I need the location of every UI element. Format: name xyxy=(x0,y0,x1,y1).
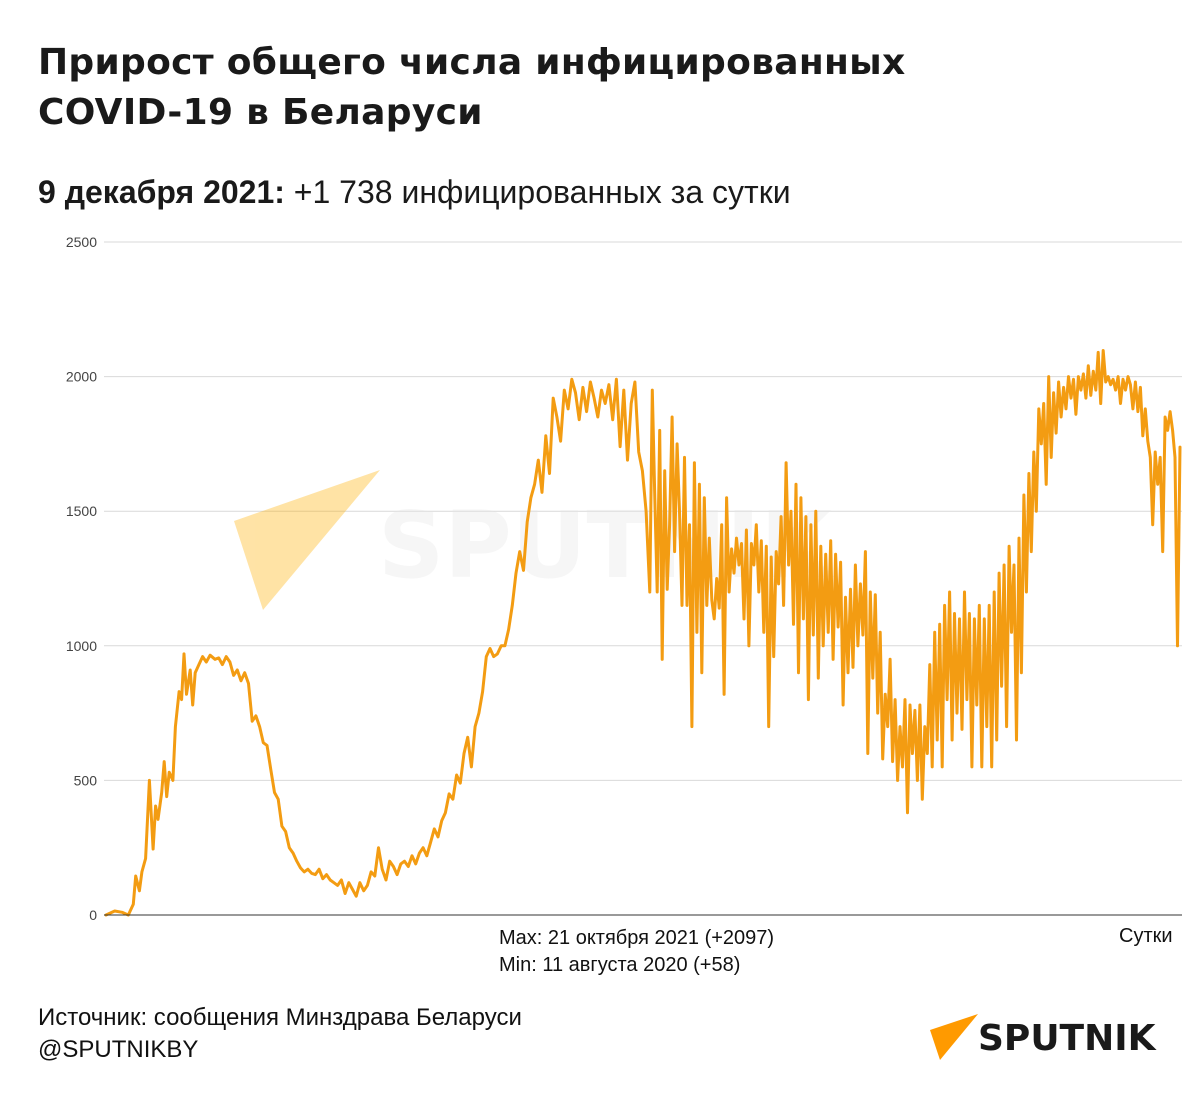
series-line xyxy=(104,349,1182,917)
title-line-2: COVID-19 в Беларуси xyxy=(38,92,483,133)
subtitle-value: +1 738 инфицированных за сутки xyxy=(284,174,791,210)
min-note: Min: 11 августа 2020 (+58) xyxy=(499,954,741,976)
chart-title: Прирост общего числа инфицированных COVI… xyxy=(38,38,1038,138)
handle-text: @SPUTNIKBY xyxy=(38,1036,199,1063)
max-note: Max: 21 октября 2021 (+2097) xyxy=(499,927,775,949)
sputnik-logo-icon xyxy=(930,1014,978,1060)
y-tick-label: 1500 xyxy=(66,503,97,519)
y-tick-label: 2000 xyxy=(66,369,97,385)
sputnik-logo: SPUTNIK xyxy=(930,1014,1157,1060)
watermark-logo-icon xyxy=(234,470,380,610)
extremes-notes: Max: 21 октября 2021 (+2097) Min: 11 авг… xyxy=(499,925,774,979)
y-tick-label: 1000 xyxy=(66,638,97,654)
x-axis-label: Сутки xyxy=(1119,925,1173,947)
y-tick-labels: 0 500 1000 1500 2000 2500 xyxy=(66,234,97,923)
logo-text: SPUTNIK xyxy=(978,1018,1157,1059)
source-text: Источник: сообщения Минздрава Беларуси xyxy=(38,1004,522,1031)
y-tick-label: 2500 xyxy=(66,234,97,250)
title-line-1: Прирост общего числа инфицированных xyxy=(38,42,906,83)
footer: Источник: сообщения Минздрава Беларуси @… xyxy=(38,1002,522,1066)
y-tick-label: 500 xyxy=(74,772,98,788)
y-tick-label: 0 xyxy=(89,907,97,923)
subtitle: 9 декабря 2021: +1 738 инфицированных за… xyxy=(38,174,791,211)
subtitle-date: 9 декабря 2021: xyxy=(38,174,285,210)
